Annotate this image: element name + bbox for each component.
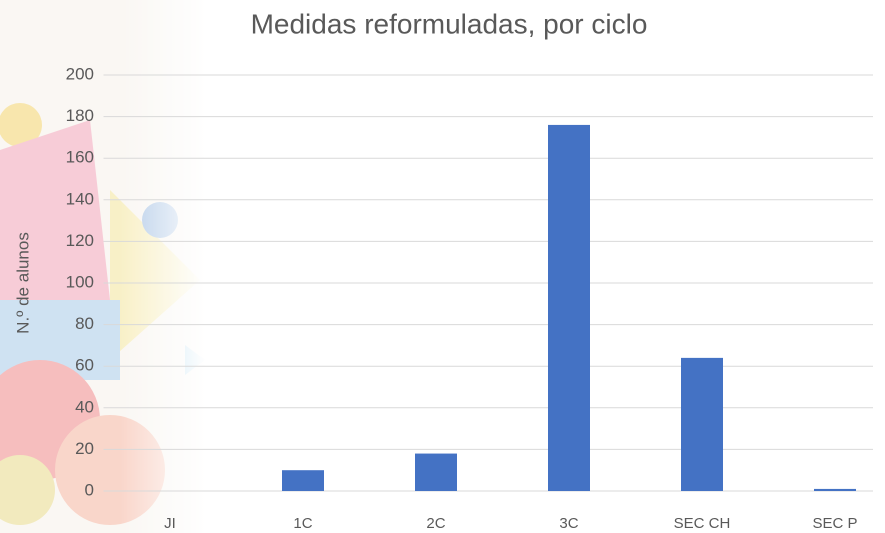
y-tick-label: 200: [66, 64, 94, 83]
y-tick-label: 180: [66, 106, 94, 125]
y-tick-label: 20: [75, 439, 94, 458]
x-tick-label: 2C: [426, 515, 445, 532]
chart-title: Medidas reformuladas, por ciclo: [251, 8, 648, 39]
bar: [814, 488, 856, 491]
y-tick-label: 0: [85, 480, 94, 499]
y-tick-label: 40: [75, 397, 94, 416]
bar: [415, 453, 457, 491]
x-tick-label: 3C: [559, 515, 578, 532]
y-tick-label: 60: [75, 356, 94, 375]
bar: [681, 357, 723, 491]
x-tick-label: JI: [164, 515, 176, 532]
x-tick-label: 1C: [293, 515, 312, 532]
bar: [282, 470, 324, 491]
y-tick-label: 120: [66, 231, 94, 250]
y-tick-label: 160: [66, 148, 94, 167]
y-axis-label: N.º de alunos: [13, 232, 32, 334]
background-decoration: [0, 0, 205, 533]
y-tick-label: 100: [66, 272, 94, 291]
y-tick-label: 80: [75, 314, 94, 333]
x-tick-label: SEC P: [812, 515, 857, 532]
y-tick-label: 140: [66, 189, 94, 208]
bar: [548, 124, 590, 492]
x-tick-label: SEC CH: [674, 515, 731, 532]
